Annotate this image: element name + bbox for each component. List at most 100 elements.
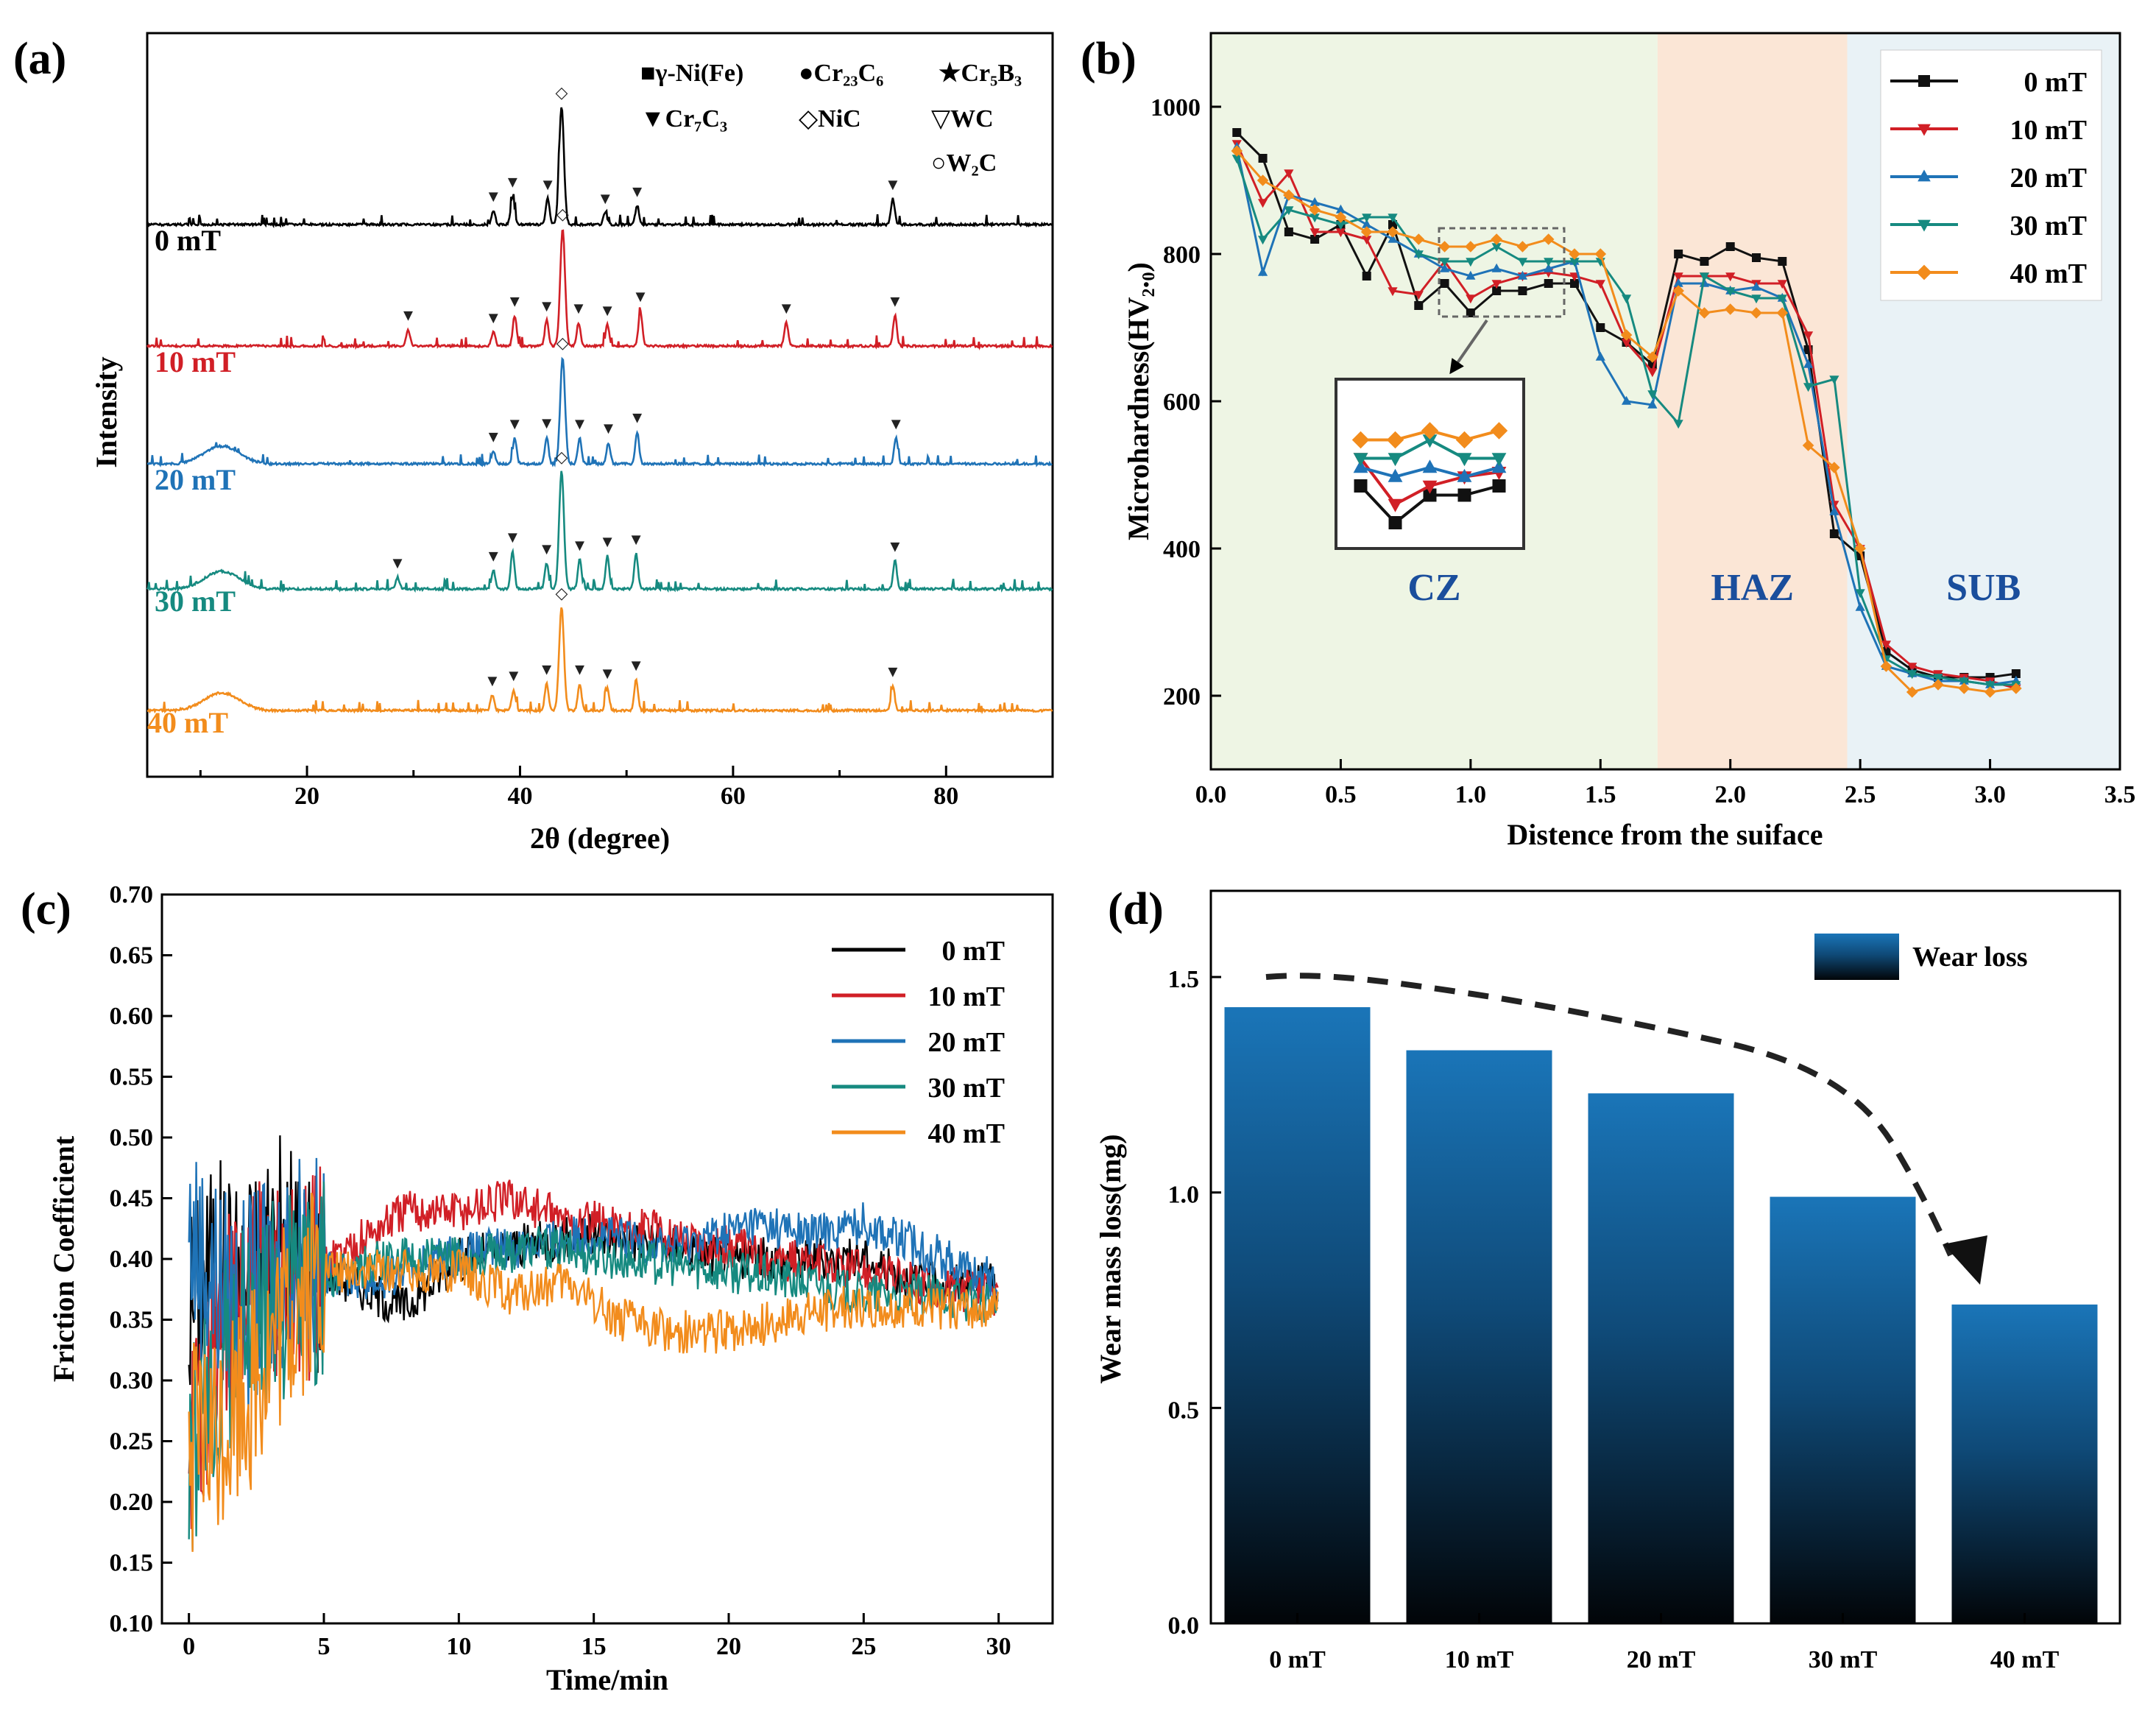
panel-c-xtick-label: 5 bbox=[318, 1633, 331, 1660]
marker-triangle-down bbox=[1803, 331, 1814, 341]
peak-marker: ▼ bbox=[632, 287, 648, 306]
marker-triangle-down bbox=[1647, 390, 1658, 400]
legend-label-0-mt: 0 mT bbox=[942, 936, 1005, 967]
marker-triangle bbox=[1803, 359, 1814, 368]
marker-square bbox=[1466, 308, 1475, 317]
marker-square bbox=[1674, 250, 1683, 258]
panel-c-xlabel: Time/min bbox=[546, 1663, 668, 1696]
marker-triangle-down bbox=[1466, 258, 1476, 267]
panel-c-ytick-label: 0.55 bbox=[110, 1064, 154, 1091]
marker-triangle-down bbox=[1413, 291, 1424, 300]
marker-triangle-down bbox=[1544, 258, 1554, 267]
marker-square bbox=[1284, 227, 1293, 236]
marker-triangle-down bbox=[1466, 294, 1476, 304]
panel-c-legend: 0 mT 10 mT 20 mT 30 mT 40 mT bbox=[832, 936, 1005, 1149]
marker-triangle-down bbox=[1595, 280, 1605, 289]
marker-diamond bbox=[1309, 204, 1321, 216]
panel-b-xtick-label: 3.0 bbox=[1974, 781, 2006, 808]
marker-triangle bbox=[1457, 468, 1472, 482]
marker-diamond bbox=[1491, 233, 1502, 245]
panel-b-xtick-label: 0.5 bbox=[1325, 781, 1357, 808]
marker-diamond bbox=[1932, 679, 1944, 691]
panel-b-xtick-label: 0.0 bbox=[1195, 781, 1227, 808]
marker-triangle bbox=[1595, 351, 1605, 361]
panel-d-label: (d) bbox=[1108, 884, 1164, 934]
marker-triangle-down bbox=[1309, 228, 1320, 238]
marker-triangle bbox=[1466, 270, 1476, 280]
peak-marker: ▼ bbox=[887, 537, 903, 556]
panel-c-xtick-label: 30 bbox=[986, 1633, 1011, 1660]
panel-d-xtick-label: 40 mT bbox=[1990, 1646, 2060, 1673]
marker-triangle-down bbox=[1621, 339, 1632, 348]
xrd-label-40-mt: 40 mT bbox=[147, 706, 228, 739]
marker-triangle bbox=[1362, 219, 1372, 228]
marker-square bbox=[1423, 488, 1437, 502]
marker-triangle-down bbox=[1725, 272, 1736, 282]
marker-square bbox=[1518, 286, 1527, 295]
panel-c-ytick-label: 0.50 bbox=[110, 1124, 154, 1151]
marker-square bbox=[1725, 242, 1735, 251]
marker-triangle-down bbox=[1491, 243, 1502, 253]
peak-marker: ▼ bbox=[485, 546, 501, 565]
peak-marker: ▼ bbox=[539, 297, 555, 315]
marker-diamond bbox=[1620, 329, 1633, 341]
marker-triangle-down bbox=[1959, 677, 1969, 687]
panel-b-ylabel: Microhardness(HV₂.₀) bbox=[1122, 262, 1155, 540]
peak-marker: ▼ bbox=[572, 414, 588, 433]
panel-b-xlabel: Distence from the suiface bbox=[1507, 818, 1823, 851]
panel-c-ytick-label: 0.40 bbox=[110, 1246, 154, 1273]
marker-triangle-down bbox=[1231, 155, 1242, 164]
marker-triangle-down bbox=[1257, 236, 1268, 245]
panel-b-ytick-label: 200 bbox=[1163, 683, 1201, 710]
panel-a-axes bbox=[146, 32, 1054, 778]
peak-marker: ▼ bbox=[629, 409, 646, 427]
marker-square bbox=[1354, 479, 1368, 493]
peak-marker: ▼ bbox=[888, 414, 904, 433]
marker-diamond bbox=[1542, 233, 1555, 245]
marker-triangle-down bbox=[1777, 294, 1787, 304]
marker-triangle-down bbox=[1491, 280, 1502, 289]
panel-c-label: (c) bbox=[21, 884, 71, 934]
xrd-pattern-20-mt bbox=[146, 356, 1053, 468]
panel-b-xtick-label: 2.5 bbox=[1845, 781, 1876, 808]
marker-triangle-down bbox=[1362, 236, 1372, 245]
marker-triangle bbox=[1829, 506, 1839, 515]
marker-triangle-down bbox=[1422, 480, 1438, 494]
marker-triangle bbox=[1335, 204, 1346, 214]
marker-diamond bbox=[1257, 174, 1269, 186]
xrd-pattern-40-mt bbox=[146, 607, 1053, 715]
region-label-cz: CZ bbox=[1407, 567, 1460, 609]
marker-triangle-down bbox=[1881, 641, 1892, 650]
marker-diamond bbox=[1880, 660, 1892, 672]
marker-square bbox=[2011, 669, 2021, 678]
zoom-box bbox=[1438, 227, 1566, 318]
peak-marker: ▼ bbox=[597, 189, 613, 208]
xrd-label-10-mt: 10 mT bbox=[155, 345, 236, 378]
marker-diamond bbox=[1984, 686, 1996, 698]
marker-triangle bbox=[1309, 197, 1320, 206]
marker-triangle-down bbox=[1933, 674, 1943, 683]
xrd-label-20-mt: 20 mT bbox=[155, 463, 236, 496]
region-label-haz: HAZ bbox=[1711, 567, 1794, 609]
marker-triangle-down bbox=[1829, 375, 1839, 385]
legend-label-30-mt: 30 mT bbox=[2010, 211, 2088, 241]
marker-diamond bbox=[1724, 303, 1736, 315]
marker-triangle bbox=[1673, 278, 1683, 287]
xrd-pattern-0-mt bbox=[146, 107, 1053, 229]
marker-square bbox=[1388, 220, 1397, 229]
marker-triangle-down bbox=[1335, 221, 1346, 230]
marker-triangle-down bbox=[1803, 383, 1814, 392]
panel-c-xtick-label: 10 bbox=[446, 1633, 471, 1660]
marker-diamond bbox=[1386, 431, 1404, 449]
marker-triangle-down bbox=[1855, 589, 1865, 599]
marker-diamond bbox=[1438, 241, 1451, 253]
xrd-pattern-10-mt bbox=[146, 229, 1053, 350]
panel-d-xtick-label: 10 mT bbox=[1445, 1646, 1514, 1673]
peak-marker: ▼ bbox=[485, 428, 501, 446]
bar-10-mt bbox=[1406, 1050, 1552, 1623]
legend-wear-loss: Wear loss bbox=[1912, 942, 2028, 973]
legend-label-20-mt: 20 mT bbox=[2010, 163, 2088, 194]
marker-triangle bbox=[1388, 468, 1403, 482]
marker-diamond bbox=[1594, 248, 1607, 260]
